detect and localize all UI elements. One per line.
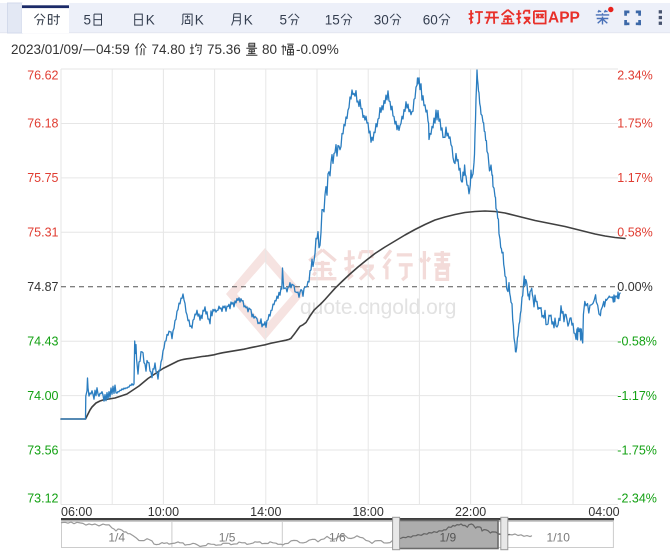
svg-text:1/4: 1/4: [108, 531, 125, 545]
svg-text:0.00%: 0.00%: [617, 280, 652, 294]
svg-text:1.17%: 1.17%: [617, 171, 652, 185]
svg-text:-0.09%: -0.09%: [296, 42, 339, 57]
svg-text:2.34%: 2.34%: [617, 69, 652, 83]
svg-text:K: K: [146, 13, 155, 28]
svg-text:1/6: 1/6: [329, 531, 346, 545]
svg-text:76.18: 76.18: [27, 117, 58, 131]
svg-text:2023/01/09/: 2023/01/09/: [11, 42, 83, 57]
svg-text:APP: APP: [548, 10, 580, 27]
svg-text:-1.17%: -1.17%: [617, 389, 657, 403]
svg-text:74.00: 74.00: [27, 389, 58, 403]
svg-text:-1.75%: -1.75%: [617, 443, 657, 457]
svg-text:K: K: [244, 13, 253, 28]
svg-text:5: 5: [280, 13, 288, 28]
svg-text:74.43: 74.43: [27, 335, 58, 349]
svg-text:K: K: [195, 13, 204, 28]
svg-text:15: 15: [325, 13, 340, 28]
svg-text:04:59: 04:59: [96, 42, 130, 57]
svg-text:-2.34%: -2.34%: [617, 491, 657, 505]
svg-text:5: 5: [84, 13, 92, 28]
svg-text:30: 30: [374, 13, 389, 28]
svg-text:-0.58%: -0.58%: [617, 335, 657, 349]
svg-text:80: 80: [262, 42, 277, 57]
svg-text:14:00: 14:00: [250, 505, 281, 519]
svg-text:10:00: 10:00: [148, 505, 179, 519]
svg-text:04:00: 04:00: [588, 505, 619, 519]
svg-text:76.62: 76.62: [27, 69, 58, 83]
svg-text:73.56: 73.56: [27, 443, 58, 457]
svg-text:75.75: 75.75: [27, 171, 58, 185]
svg-text:18:00: 18:00: [353, 505, 384, 519]
svg-text:0.58%: 0.58%: [617, 226, 652, 240]
svg-text:1/10: 1/10: [547, 531, 571, 545]
svg-text:1/5: 1/5: [219, 531, 236, 545]
svg-text:22:00: 22:00: [455, 505, 486, 519]
svg-text:1/9: 1/9: [439, 531, 456, 545]
svg-text:quote.cngold.org: quote.cngold.org: [300, 296, 456, 319]
svg-text:60: 60: [423, 13, 438, 28]
svg-text:74.87: 74.87: [27, 280, 58, 294]
svg-text:75.36: 75.36: [207, 42, 241, 57]
svg-text:74.80: 74.80: [152, 42, 186, 57]
svg-text:1.75%: 1.75%: [617, 117, 652, 131]
svg-text:06:00: 06:00: [61, 505, 92, 519]
svg-text:73.12: 73.12: [27, 491, 58, 505]
svg-text:75.31: 75.31: [27, 226, 58, 240]
